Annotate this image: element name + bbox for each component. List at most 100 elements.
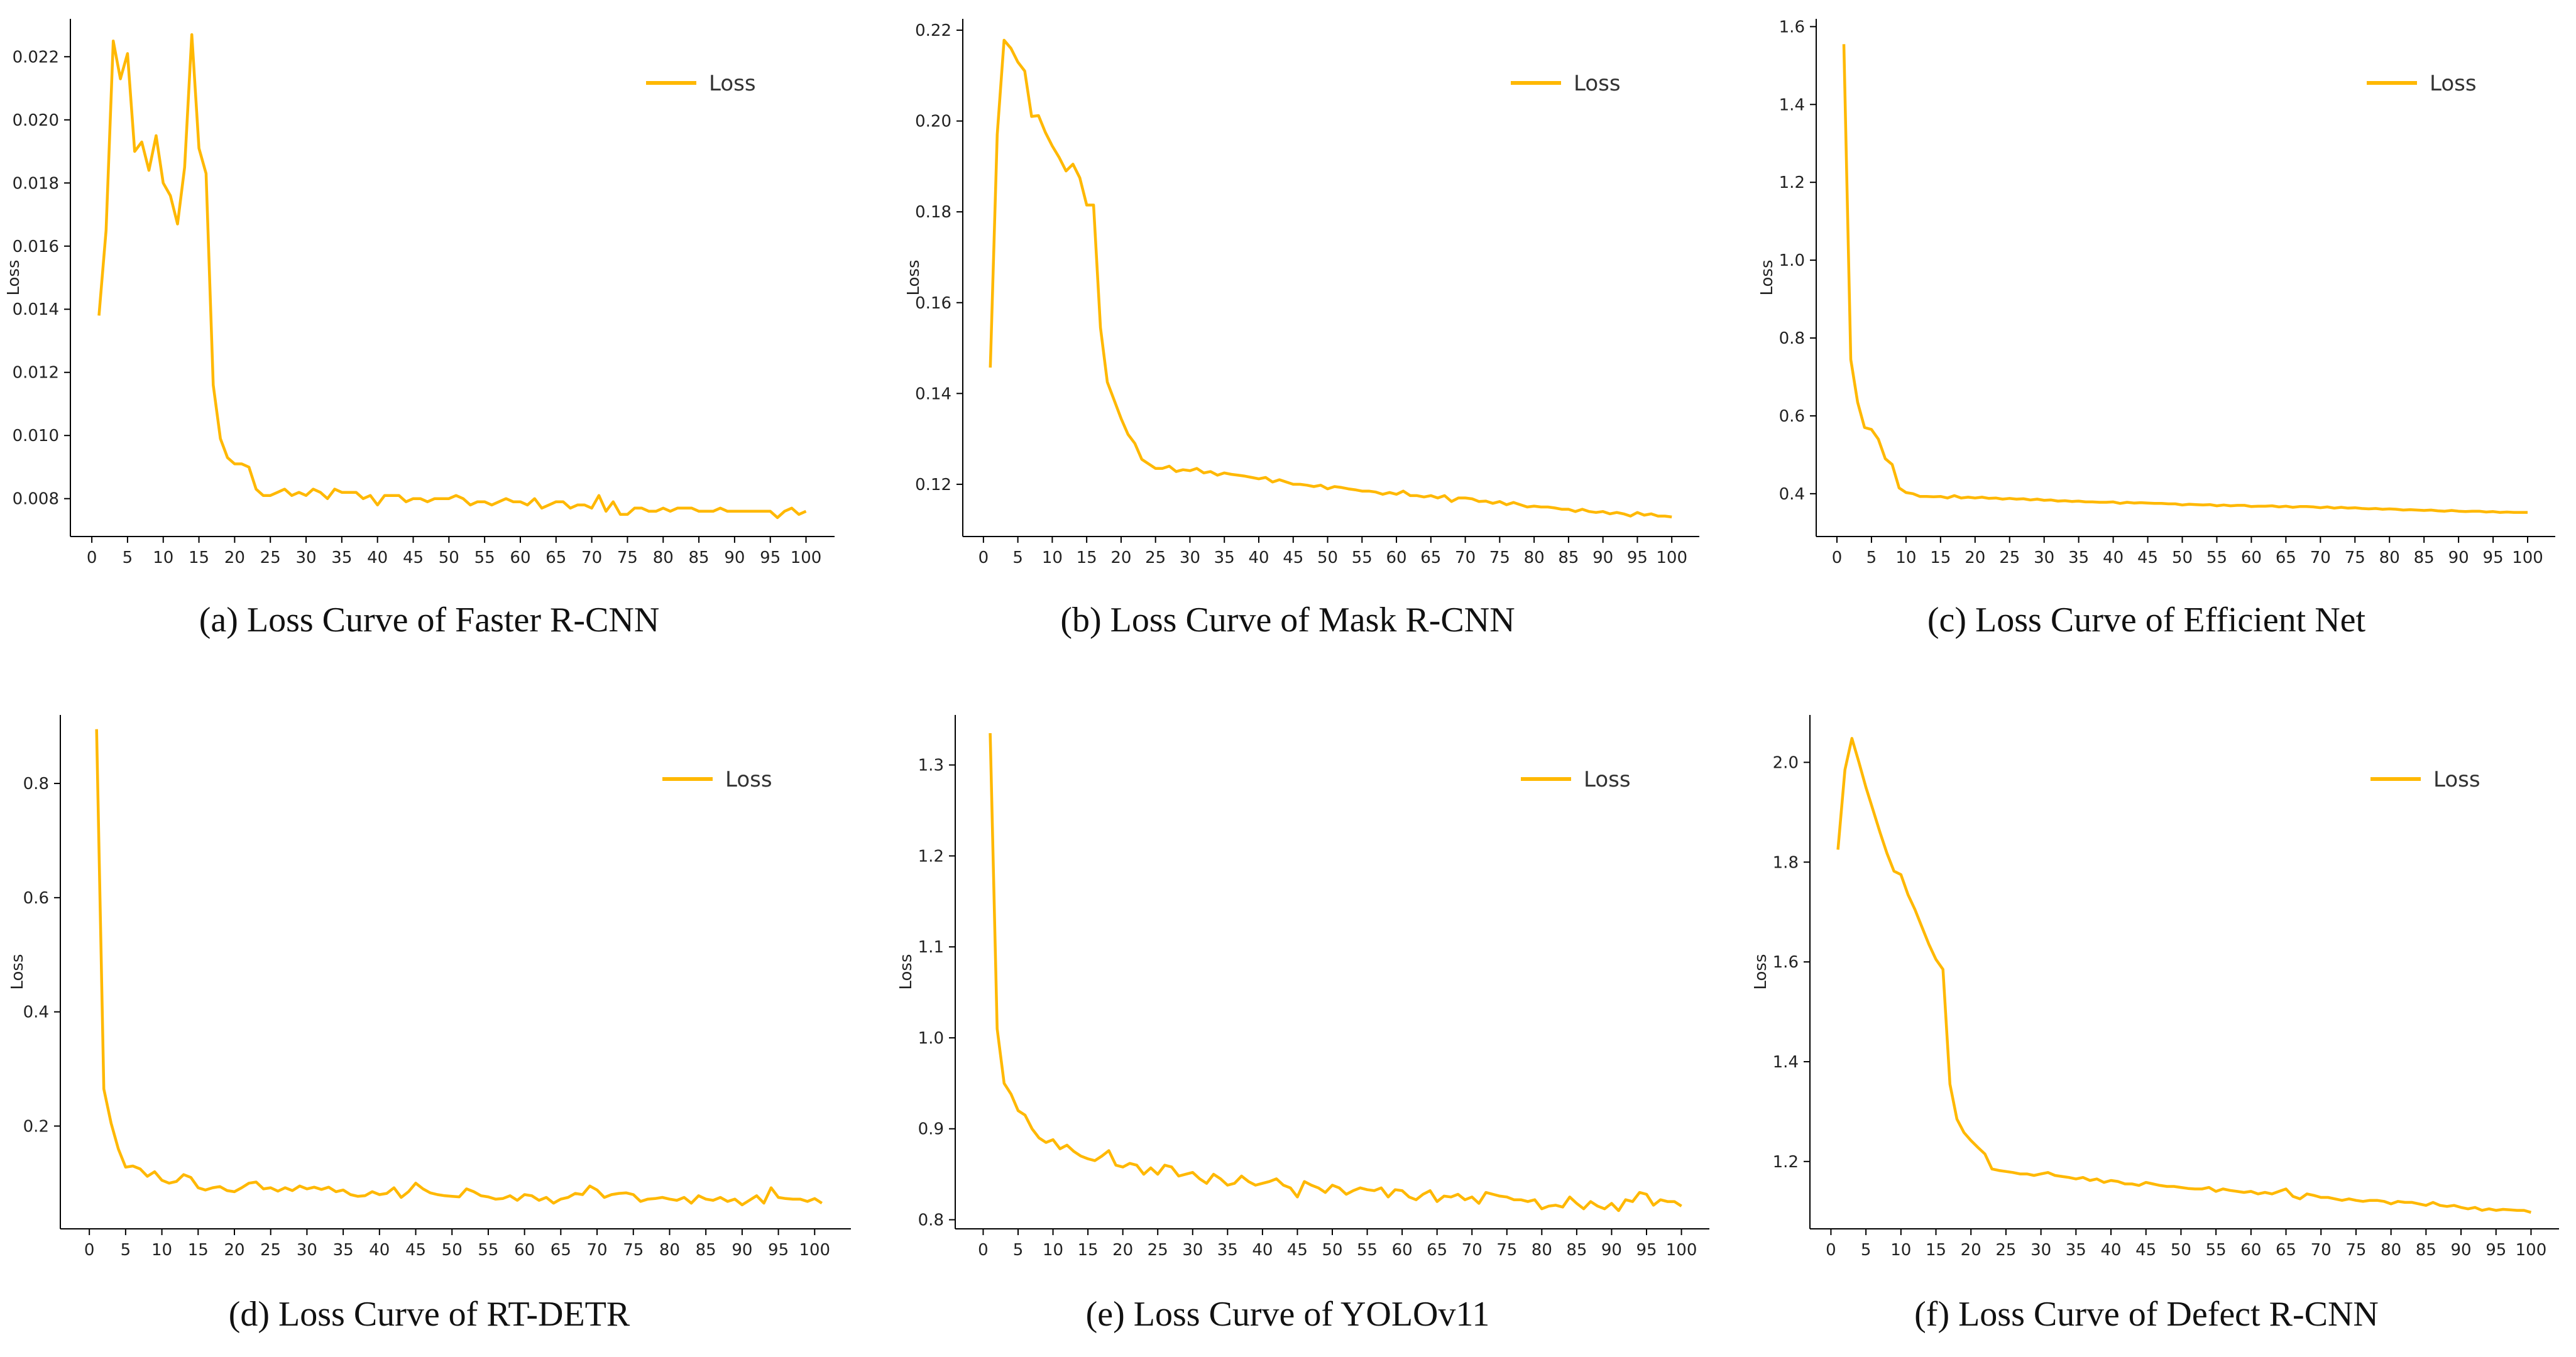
data-point xyxy=(1670,515,1674,518)
data-point xyxy=(1836,848,1839,851)
data-point xyxy=(112,40,115,43)
data-point xyxy=(441,497,444,500)
data-point xyxy=(1582,1207,1586,1211)
data-point xyxy=(1065,170,1068,173)
data-point xyxy=(277,1190,280,1193)
data-point xyxy=(1526,1200,1530,1203)
data-point xyxy=(204,1189,207,1192)
y-tick-label: 0.8 xyxy=(918,1211,944,1230)
data-point xyxy=(1147,462,1150,466)
x-tick-label: 50 xyxy=(1317,548,1338,565)
data-point xyxy=(711,1199,715,1202)
data-point xyxy=(2077,499,2080,503)
data-point xyxy=(596,1189,599,1192)
data-point xyxy=(1002,39,1006,42)
data-point xyxy=(1017,1109,1020,1112)
data-point xyxy=(1087,1157,1090,1160)
data-point xyxy=(740,510,743,513)
data-point xyxy=(1554,1204,1557,1207)
data-point xyxy=(1237,474,1240,477)
data-point xyxy=(733,1197,737,1201)
data-point xyxy=(547,503,551,506)
data-point xyxy=(1574,510,1577,513)
data-point xyxy=(376,503,379,506)
data-point xyxy=(1617,1209,1620,1213)
data-point xyxy=(697,1194,700,1197)
data-point xyxy=(1934,958,1937,961)
x-tick-label: 25 xyxy=(260,548,281,565)
data-point xyxy=(1128,1162,1131,1165)
data-point xyxy=(211,1186,214,1189)
data-point xyxy=(1240,1175,1243,1178)
data-point xyxy=(1319,484,1322,487)
data-point xyxy=(2195,503,2198,506)
data-point xyxy=(1254,1184,1257,1187)
data-point xyxy=(1386,1196,1389,1199)
x-tick-label: 55 xyxy=(1352,548,1373,565)
data-point xyxy=(2312,505,2315,508)
data-point xyxy=(1436,496,1439,499)
data-point xyxy=(2438,1204,2442,1207)
data-point xyxy=(740,1203,743,1206)
data-point xyxy=(462,497,465,500)
data-point xyxy=(1135,1164,1138,1167)
data-point xyxy=(1680,1204,1683,1207)
data-point xyxy=(2523,1209,2526,1212)
data-point xyxy=(2019,1172,2022,1175)
data-point xyxy=(326,497,329,500)
data-point xyxy=(1333,485,1336,488)
data-point xyxy=(1233,1182,1236,1185)
data-point xyxy=(146,1175,149,1178)
data-point xyxy=(2022,497,2025,500)
data-point xyxy=(1526,506,1529,509)
x-tick-label: 55 xyxy=(2206,1241,2227,1256)
data-point xyxy=(1878,831,1882,834)
data-points xyxy=(97,33,808,520)
x-tick-label: 25 xyxy=(260,1241,281,1256)
data-point xyxy=(2271,504,2274,508)
data-point xyxy=(2354,506,2357,510)
x-tick-label: 55 xyxy=(2206,548,2227,565)
data-point xyxy=(297,491,300,494)
legend-label: Loss xyxy=(2433,767,2480,792)
data-point xyxy=(989,732,992,735)
data-point xyxy=(1925,495,1928,498)
x-tick-label: 40 xyxy=(2103,548,2124,565)
data-point xyxy=(190,33,194,36)
data-point xyxy=(1666,1200,1669,1203)
x-tick-label: 80 xyxy=(1532,1241,1552,1256)
data-point xyxy=(1624,1198,1627,1201)
data-point xyxy=(2025,1172,2029,1175)
data-point xyxy=(1261,1182,1264,1185)
data-point xyxy=(1872,808,1875,811)
data-point xyxy=(483,500,486,503)
data-point xyxy=(2181,503,2184,506)
x-tick-label: 90 xyxy=(2450,1241,2471,1256)
data-point xyxy=(2445,1205,2448,1208)
data-point xyxy=(2354,1199,2357,1202)
data-point xyxy=(494,1197,497,1201)
data-point xyxy=(619,513,622,516)
data-point xyxy=(2298,505,2301,508)
x-tick-label: 65 xyxy=(1420,548,1441,565)
data-point xyxy=(182,1173,185,1176)
data-point xyxy=(1885,852,1888,855)
data-point xyxy=(189,1176,192,1179)
x-tick-label: 55 xyxy=(478,1241,498,1256)
data-point xyxy=(2471,510,2474,513)
data-point xyxy=(369,494,372,497)
legend-label: Loss xyxy=(2430,71,2477,96)
x-tick-label: 5 xyxy=(1866,548,1877,565)
data-point xyxy=(1312,485,1315,488)
data-point xyxy=(255,1180,258,1184)
x-tick-label: 45 xyxy=(403,548,424,565)
x-tick-label: 50 xyxy=(442,1241,463,1256)
data-point xyxy=(1491,502,1494,505)
data-point xyxy=(1188,469,1192,472)
data-point xyxy=(1505,1196,1508,1199)
data-point xyxy=(1170,1165,1173,1169)
x-tick-label: 60 xyxy=(2240,1241,2261,1256)
x-tick-label: 90 xyxy=(2448,548,2469,565)
data-point xyxy=(1291,482,1295,486)
data-point xyxy=(139,1167,142,1170)
